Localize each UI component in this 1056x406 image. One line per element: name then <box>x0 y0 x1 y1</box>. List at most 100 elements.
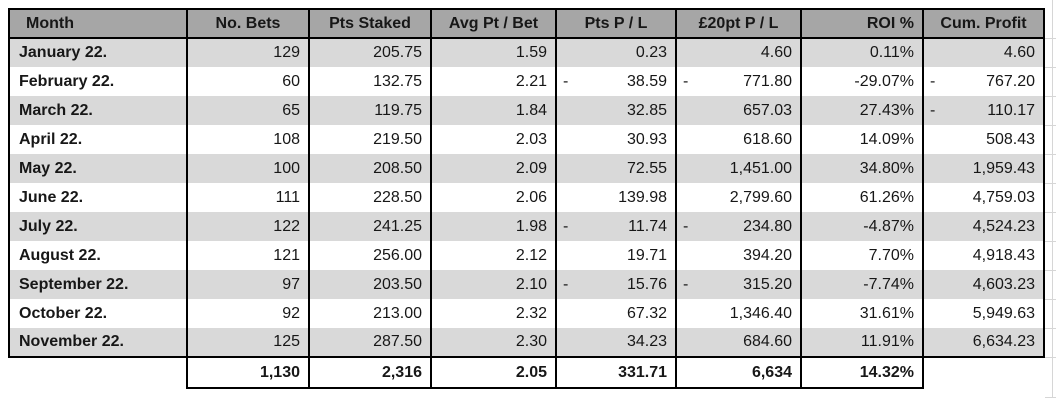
value-cell[interactable]: 219.50 <box>308 125 432 154</box>
column-header-month[interactable]: Month <box>8 8 188 39</box>
value-cell[interactable]: 684.60 <box>675 328 802 358</box>
value-cell[interactable]: 4,759.03 <box>922 183 1045 212</box>
value-cell[interactable]: 618.60 <box>675 125 802 154</box>
value-cell[interactable]: 14.09% <box>800 125 924 154</box>
totals-value-cell[interactable]: 331.71 <box>555 357 677 389</box>
value-cell[interactable]: 7.70% <box>800 241 924 270</box>
value-cell[interactable]: -4.87% <box>800 212 924 241</box>
month-cell[interactable]: February 22. <box>8 67 188 96</box>
value-cell[interactable]: 4,603.23 <box>922 270 1045 299</box>
value-cell[interactable]: - 15.76 <box>555 270 677 299</box>
value-cell[interactable]: - 38.59 <box>555 67 677 96</box>
value-cell[interactable]: -7.74% <box>800 270 924 299</box>
value-cell[interactable]: 657.03 <box>675 96 802 125</box>
month-cell[interactable]: September 22. <box>8 270 188 299</box>
value-cell[interactable]: 31.61% <box>800 299 924 328</box>
value-cell[interactable]: 27.43% <box>800 96 924 125</box>
month-cell[interactable]: May 22. <box>8 154 188 183</box>
value-cell[interactable]: 6,634.23 <box>922 328 1045 358</box>
value-cell[interactable]: 2.12 <box>430 241 557 270</box>
month-cell[interactable]: October 22. <box>8 299 188 328</box>
value-cell[interactable]: 30.93 <box>555 125 677 154</box>
value-cell[interactable]: 394.20 <box>675 241 802 270</box>
value-cell[interactable]: 100 <box>186 154 310 183</box>
value-cell[interactable]: 61.26% <box>800 183 924 212</box>
value-cell[interactable]: 72.55 <box>555 154 677 183</box>
totals-blank-cell[interactable] <box>923 357 1044 388</box>
totals-blank-cell[interactable] <box>9 357 187 388</box>
value-cell[interactable]: 1,346.40 <box>675 299 802 328</box>
value-cell[interactable]: 34.80% <box>800 154 924 183</box>
value-cell[interactable]: 11.91% <box>800 328 924 358</box>
month-cell[interactable]: January 22. <box>8 38 188 67</box>
value-cell[interactable]: 34.23 <box>555 328 677 358</box>
value-cell[interactable]: 2,799.60 <box>675 183 802 212</box>
value-cell[interactable]: 2.30 <box>430 328 557 358</box>
value-cell[interactable]: 122 <box>186 212 310 241</box>
column-header-pts-p-l[interactable]: Pts P / L <box>555 8 677 39</box>
column-header-no-bets[interactable]: No. Bets <box>186 8 310 39</box>
column-header-avg-pt-bet[interactable]: Avg Pt / Bet <box>430 8 557 39</box>
value-cell[interactable]: - 771.80 <box>675 67 802 96</box>
value-cell[interactable]: 65 <box>186 96 310 125</box>
value-cell[interactable]: 132.75 <box>308 67 432 96</box>
month-cell[interactable]: August 22. <box>8 241 188 270</box>
value-cell[interactable]: - 315.20 <box>675 270 802 299</box>
value-cell[interactable]: - 110.17 <box>922 96 1045 125</box>
value-cell[interactable]: 108 <box>186 125 310 154</box>
value-cell[interactable]: - 11.74 <box>555 212 677 241</box>
column-header-pts-staked[interactable]: Pts Staked <box>308 8 432 39</box>
month-cell[interactable]: June 22. <box>8 183 188 212</box>
value-cell[interactable]: 0.23 <box>555 38 677 67</box>
month-cell[interactable]: March 22. <box>8 96 188 125</box>
value-cell[interactable]: 1,959.43 <box>922 154 1045 183</box>
value-cell[interactable]: 60 <box>186 67 310 96</box>
value-cell[interactable]: 1.98 <box>430 212 557 241</box>
value-cell[interactable]: 67.32 <box>555 299 677 328</box>
value-cell[interactable]: 508.43 <box>922 125 1045 154</box>
value-cell[interactable]: 4,524.23 <box>922 212 1045 241</box>
value-cell[interactable]: 2.09 <box>430 154 557 183</box>
value-cell[interactable]: 4.60 <box>675 38 802 67</box>
value-cell[interactable]: 92 <box>186 299 310 328</box>
value-cell[interactable]: 32.85 <box>555 96 677 125</box>
value-cell[interactable]: 205.75 <box>308 38 432 67</box>
value-cell[interactable]: 2.21 <box>430 67 557 96</box>
value-cell[interactable]: 125 <box>186 328 310 358</box>
month-cell[interactable]: July 22. <box>8 212 188 241</box>
value-cell[interactable]: - 234.80 <box>675 212 802 241</box>
value-cell[interactable]: 121 <box>186 241 310 270</box>
value-cell[interactable]: 2.06 <box>430 183 557 212</box>
value-cell[interactable]: 119.75 <box>308 96 432 125</box>
totals-value-cell[interactable]: 6,634 <box>675 357 802 389</box>
value-cell[interactable]: 97 <box>186 270 310 299</box>
value-cell[interactable]: 139.98 <box>555 183 677 212</box>
value-cell[interactable]: 19.71 <box>555 241 677 270</box>
value-cell[interactable]: 287.50 <box>308 328 432 358</box>
value-cell[interactable]: 111 <box>186 183 310 212</box>
column-header-20pt-p-l[interactable]: £20pt P / L <box>675 8 802 39</box>
value-cell[interactable]: 0.11% <box>800 38 924 67</box>
value-cell[interactable]: 208.50 <box>308 154 432 183</box>
value-cell[interactable]: 1.84 <box>430 96 557 125</box>
value-cell[interactable]: 5,949.63 <box>922 299 1045 328</box>
totals-value-cell[interactable]: 2,316 <box>308 357 432 389</box>
totals-value-cell[interactable]: 2.05 <box>430 357 557 389</box>
value-cell[interactable]: 2.10 <box>430 270 557 299</box>
value-cell[interactable]: 256.00 <box>308 241 432 270</box>
value-cell[interactable]: 2.03 <box>430 125 557 154</box>
value-cell[interactable]: 241.25 <box>308 212 432 241</box>
value-cell[interactable]: -29.07% <box>800 67 924 96</box>
column-header-cum-profit[interactable]: Cum. Profit <box>922 8 1045 39</box>
value-cell[interactable]: 228.50 <box>308 183 432 212</box>
value-cell[interactable]: 1,451.00 <box>675 154 802 183</box>
value-cell[interactable]: 203.50 <box>308 270 432 299</box>
totals-value-cell[interactable]: 14.32% <box>800 357 924 389</box>
column-header-roi[interactable]: ROI % <box>800 8 924 39</box>
value-cell[interactable]: 213.00 <box>308 299 432 328</box>
value-cell[interactable]: 4,918.43 <box>922 241 1045 270</box>
value-cell[interactable]: 129 <box>186 38 310 67</box>
value-cell[interactable]: 1.59 <box>430 38 557 67</box>
value-cell[interactable]: - 767.20 <box>922 67 1045 96</box>
month-cell[interactable]: April 22. <box>8 125 188 154</box>
